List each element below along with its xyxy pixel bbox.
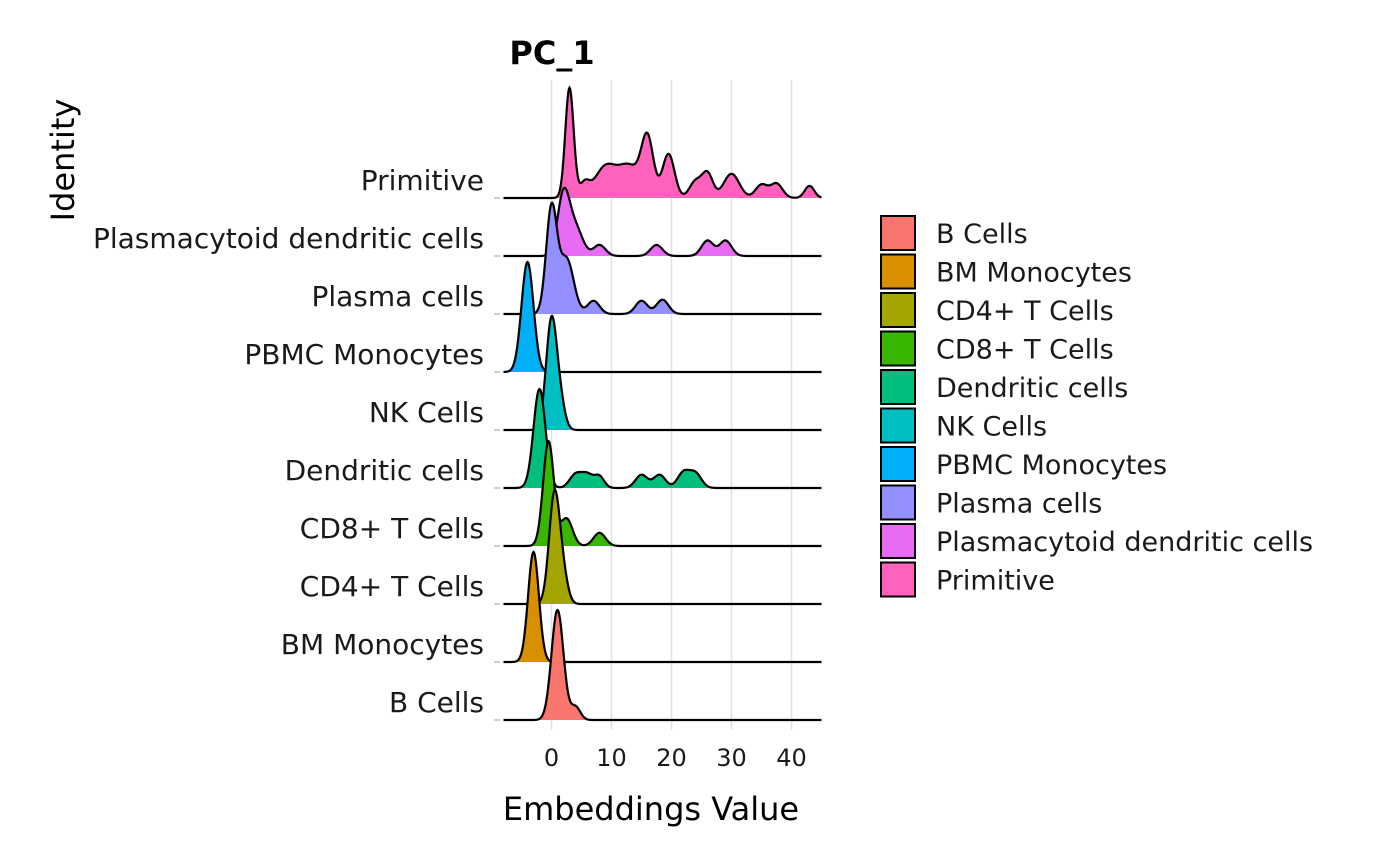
y-tick-bm-monocytes: BM Monocytes [281,628,484,661]
ridge-primitive [503,85,822,200]
chart-title: PC_1 [509,34,594,72]
y-axis-title: Identity [44,99,82,222]
x-tick-20: 20 [656,744,687,772]
y-tick-b-cells: B Cells [389,686,484,719]
legend-key-b-cells [880,215,916,251]
ridge-fill-primitive [503,87,822,198]
y-tick-plasma-cells: Plasma cells [311,280,484,313]
ridge-outline-b-cells [503,608,822,722]
x-tick-0: 0 [544,744,559,772]
x-axis-title: Embeddings Value [503,790,799,828]
ridge-fill-plasmacytoid-dendritic-cells [503,187,822,256]
x-tick-30: 30 [716,744,747,772]
ridge-outline-cd4-t-cells [503,488,822,606]
legend-key-pbmc-monocytes [880,446,916,482]
ridge-outline-nk-cells [503,314,822,432]
y-tick-labels: Primitive Plasmacytoid dendritic cells Pla… [93,164,500,721]
legend-key-plasma-cells [880,484,916,521]
y-tick-primitive: Primitive [361,164,484,197]
ridge-fill-plasma-cells [503,202,822,314]
x-tick-40: 40 [776,744,807,772]
legend-label-b-cells: B Cells [936,219,1028,250]
ridge-cd4-t-cells [503,488,822,606]
legend-key-cd8-t-cells [880,330,916,367]
legend-key-dendritic-cells [880,369,916,405]
ridge-fill-pbmc-monocytes [503,262,822,372]
x-tick-labels: 0 10 20 30 40 [544,744,807,772]
legend-key-bm-monocytes [880,253,916,290]
ridge-b-cells [503,608,822,722]
y-tick-nk-cells: NK Cells [369,396,484,429]
legend-label-primitive: Primitive [936,566,1055,597]
legend-label-plasmacytoid-dendritic-cells: Plasmacytoid dendritic cells [936,527,1313,558]
ridge-outline-plasma-cells [503,201,822,316]
legend-label-cd8-t-cells: CD8+ T Cells [936,335,1114,366]
legend-label-pbmc-monocytes: PBMC Monocytes [936,450,1167,481]
legend-label-nk-cells: NK Cells [936,412,1047,443]
y-tick-cd4-t-cells: CD4+ T Cells [300,570,484,603]
legend-key-nk-cells [880,407,916,444]
y-tick-pbmc-monocytes: PBMC Monocytes [244,338,484,371]
y-tick-cd8-t-cells: CD8+ T Cells [300,512,484,545]
legend-label-cd4-t-cells: CD4+ T Cells [936,296,1114,327]
legend-label-dendritic-cells: Dendritic cells [936,373,1128,404]
legend-key-cd4-t-cells [880,292,916,328]
ridge-plasma-cells [503,201,822,316]
y-tick-plasmacytoid-dendritic-cells: Plasmacytoid dendritic cells [93,222,484,255]
ridge-layer [503,85,822,722]
legend: B Cells BM Monocytes CD4+ T Cells CD8+ T Ce… [880,215,1313,598]
legend-key-plasmacytoid-dendritic-cells [880,523,916,559]
x-tick-10: 10 [596,744,627,772]
ridge-nk-cells [503,314,822,432]
legend-label-plasma-cells: Plasma cells [936,489,1102,520]
ridge-fill-dendritic-cells [503,389,822,488]
ridge-dendritic-cells [503,387,822,490]
ridge-outline-primitive [503,85,822,200]
ridge-outline-dendritic-cells [503,387,822,490]
legend-key-primitive [880,561,916,598]
legend-label-bm-monocytes: BM Monocytes [936,258,1132,289]
y-tick-dendritic-cells: Dendritic cells [285,454,484,487]
